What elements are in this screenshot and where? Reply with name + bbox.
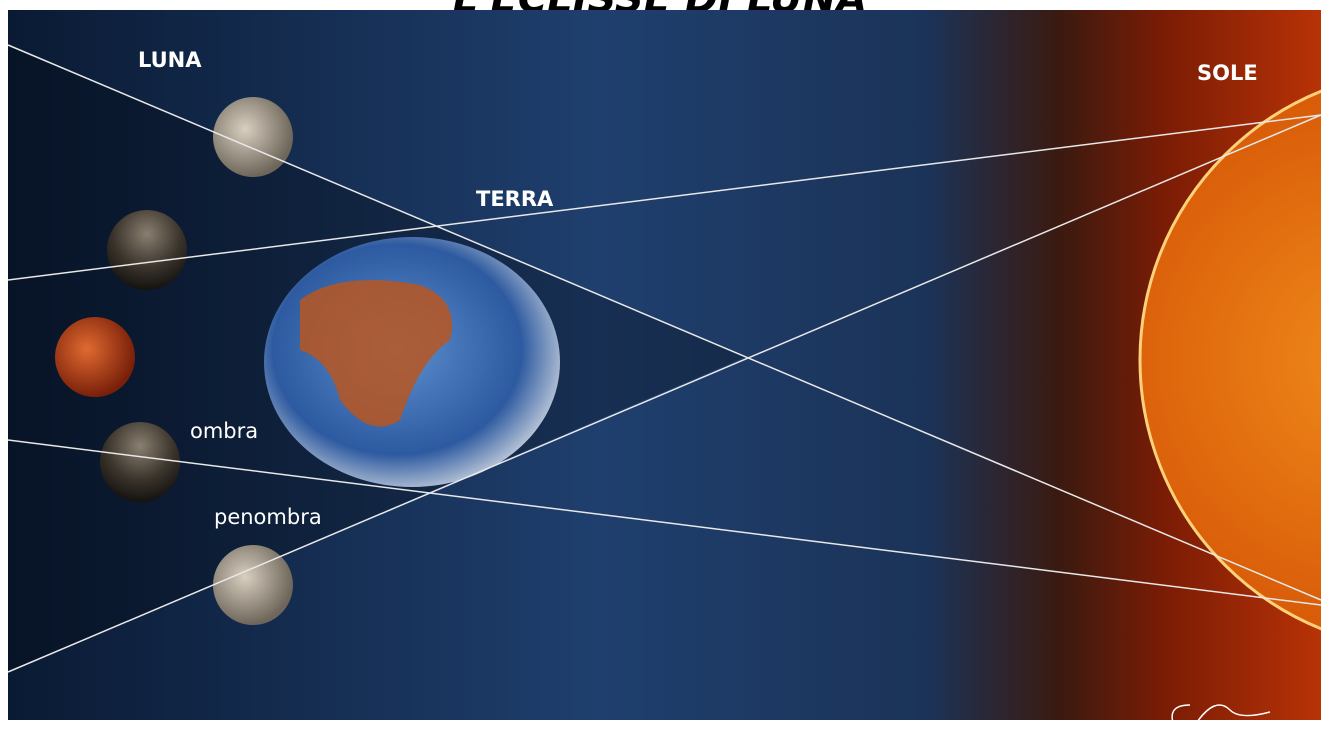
moon — [55, 317, 135, 397]
illustration: LUNA SOLE TERRA ombra penombra — [8, 10, 1321, 728]
label: LUNA — [138, 48, 202, 72]
label: penombra — [214, 505, 322, 529]
label: SOLE — [1197, 61, 1258, 85]
moon — [100, 422, 180, 502]
moon — [107, 210, 187, 290]
label: TERRA — [476, 187, 554, 211]
label: ombra — [190, 419, 258, 443]
page: L'ECLISSE DI LUNA LUNA SOLE TERRA ombra … — [0, 0, 1321, 748]
scene: L'ECLISSE DI LUNA LUNA SOLE TERRA ombra … — [0, 0, 1321, 748]
